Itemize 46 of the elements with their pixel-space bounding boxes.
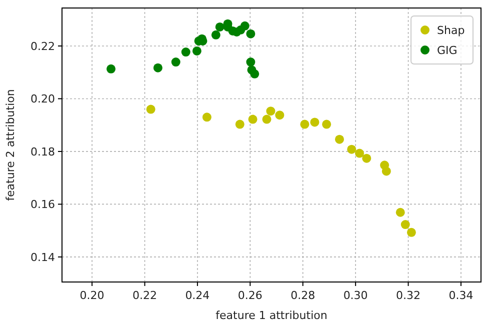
- x-tick-label: 0.32: [396, 289, 421, 302]
- point: [347, 144, 356, 154]
- x-tick-label: 0.22: [132, 289, 157, 302]
- y-tick-label: 0.16: [30, 198, 55, 212]
- point: [396, 208, 405, 217]
- point: [400, 220, 410, 230]
- point: [362, 154, 372, 163]
- legend-label: GIG: [437, 44, 458, 57]
- point: [153, 63, 162, 72]
- x-tick-label: 0.20: [80, 289, 104, 302]
- point: [300, 120, 310, 129]
- point: [192, 46, 202, 56]
- point: [275, 110, 284, 120]
- point: [248, 114, 258, 124]
- y-tick-label: 0.20: [30, 92, 55, 106]
- point: [262, 114, 272, 124]
- point: [322, 120, 332, 129]
- point: [106, 64, 116, 74]
- point: [266, 106, 276, 116]
- x-tick-label: 0.28: [290, 289, 316, 302]
- point: [171, 58, 180, 67]
- point: [211, 30, 220, 40]
- y-tick-label: 0.22: [30, 40, 55, 53]
- x-tick-label: 0.24: [185, 289, 210, 302]
- x-tick-label: 0.26: [238, 289, 262, 302]
- y-tick-label: 0.14: [30, 250, 55, 264]
- point: [181, 48, 190, 57]
- point: [310, 118, 320, 127]
- point: [240, 21, 250, 30]
- point: [406, 228, 416, 237]
- point: [235, 120, 244, 129]
- y-tick-label: 0.18: [30, 145, 55, 158]
- x-tick-label: 0.34: [448, 289, 474, 302]
- x-axis-title: feature 1 attribution: [216, 309, 328, 322]
- point: [334, 134, 344, 144]
- point: [246, 58, 256, 67]
- point: [215, 22, 224, 32]
- legend-label: Shap: [437, 24, 465, 37]
- y-axis-title: feature 2 attribution: [4, 89, 17, 201]
- point: [202, 112, 212, 122]
- point: [355, 148, 364, 158]
- x-tick-label: 0.30: [343, 289, 368, 302]
- point: [146, 104, 156, 114]
- point: [250, 69, 260, 78]
- point: [246, 29, 256, 38]
- point: [382, 166, 391, 176]
